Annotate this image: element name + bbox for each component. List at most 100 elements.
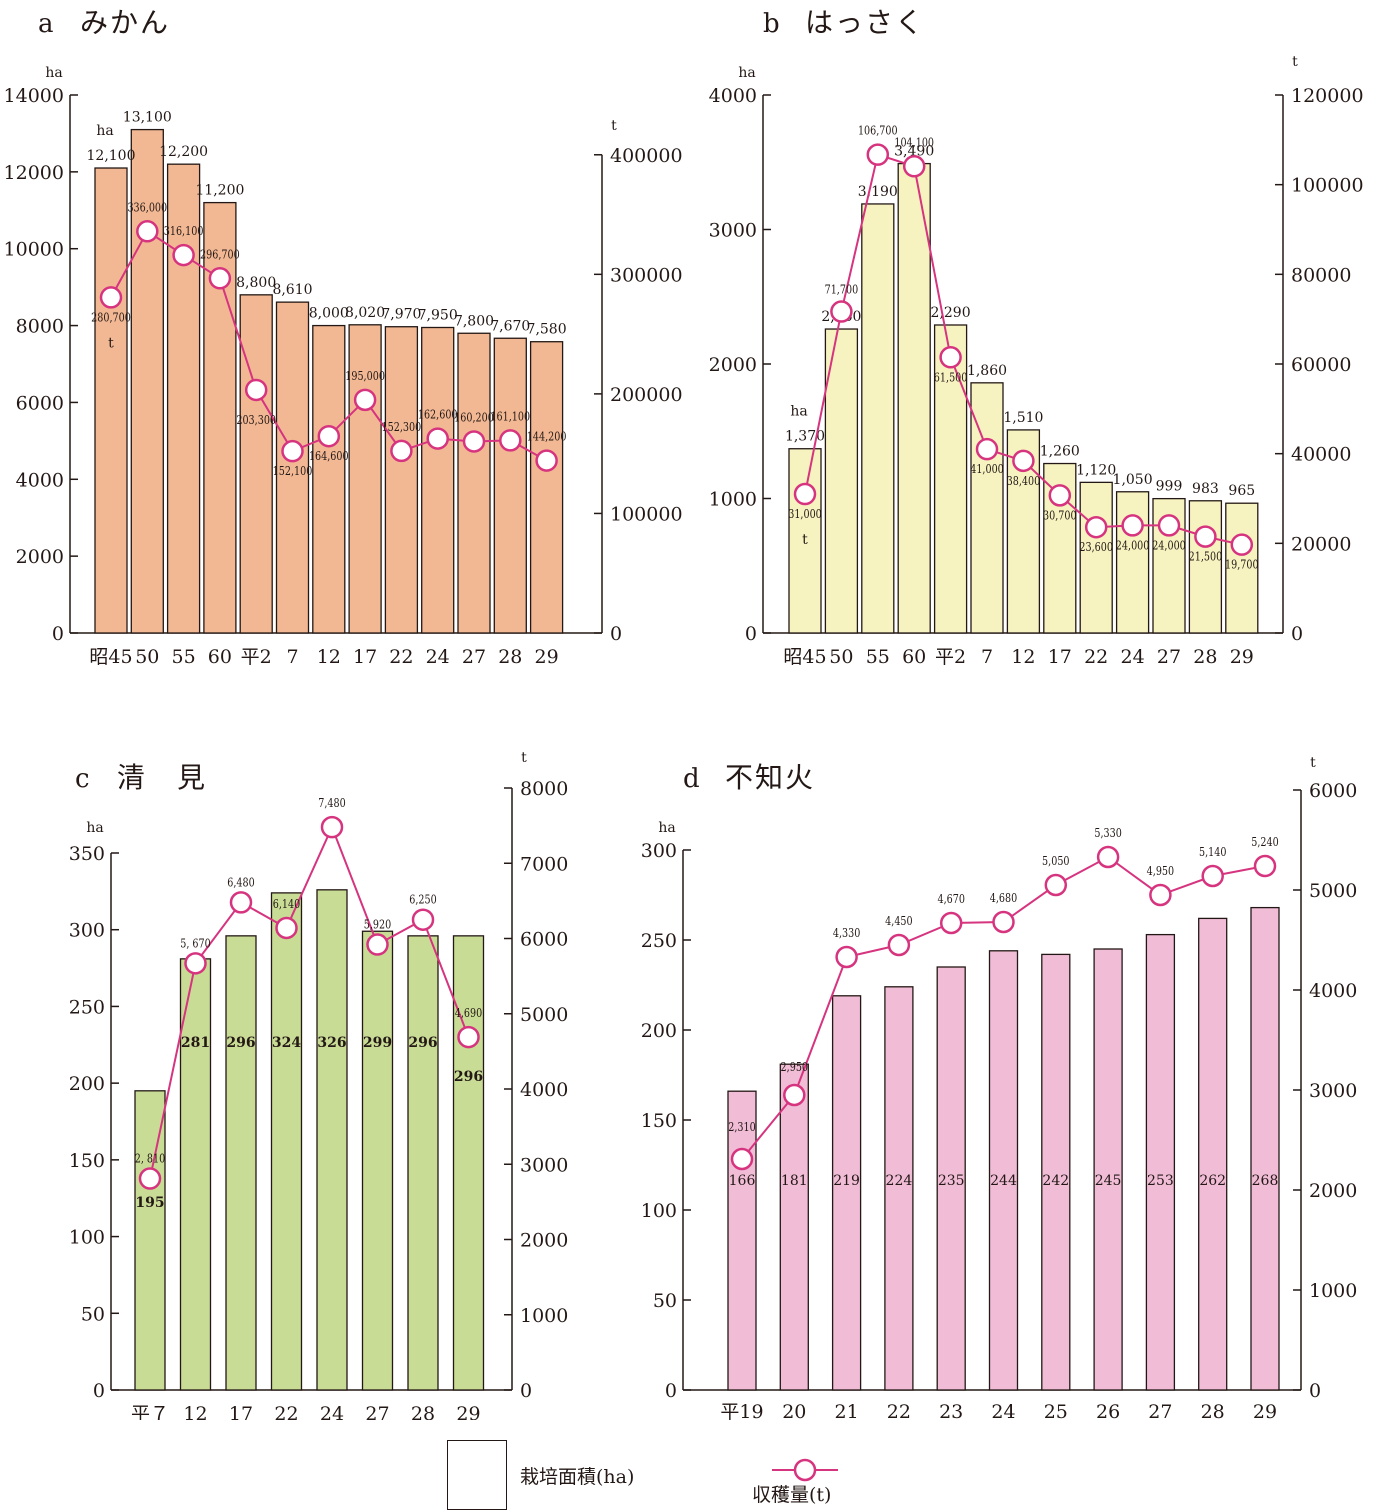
chart-c-category-label: 28	[411, 1403, 435, 1420]
chart-a-yield-value-label: 280,700	[91, 310, 131, 324]
chart-d-left-tick-label: 300	[641, 840, 677, 862]
chart-b-yield-value-label: 30,700	[1043, 508, 1077, 522]
chart-c-right-unit: t	[521, 750, 527, 766]
chart-b-yield-value-label: 21,500	[1189, 550, 1223, 564]
chart-d-category-label: 24	[991, 1401, 1015, 1420]
chart-a-yield-point	[136, 220, 159, 243]
chart-a-category-label: 55	[172, 646, 196, 668]
chart-c-category-label: 22	[274, 1403, 298, 1420]
chart-a-yield-value-label: 144,200	[527, 430, 567, 444]
chart-c-yield-point	[138, 1167, 162, 1190]
chart-c-bar-value-label: 326	[317, 1035, 346, 1051]
chart-b-yield-point	[1194, 525, 1217, 548]
chart-d-yield-value-label: 5,140	[1199, 845, 1227, 859]
charts-canvas: a みかんhat020004000600080001000012000140000…	[4, 6, 1364, 1420]
chart-b-yield-value-label: 38,400	[1007, 474, 1041, 488]
chart-a-yield-value-label: 152,100	[273, 464, 313, 478]
chart-a-bar	[203, 201, 237, 634]
chart-c-yield-point	[411, 908, 435, 931]
chart-a-yield-point	[244, 378, 268, 402]
chart-d-bar-value-label: 253	[1147, 1173, 1174, 1189]
chart-b-category-label: 17	[1048, 646, 1072, 668]
chart-b-yield-value-label: 19,700	[1225, 558, 1259, 572]
chart-d-right-tick-label: 2000	[1309, 1180, 1357, 1202]
chart-b-yield-point	[793, 482, 817, 506]
chart-c-yield-point	[366, 933, 389, 956]
chart-d-letter: d	[683, 764, 700, 794]
chart-a-bar-value-label: 8,020	[345, 305, 385, 321]
chart-c-right-tick-label: 2000	[520, 1230, 568, 1252]
chart-a-yield-point	[99, 286, 123, 309]
chart-a-yield-point	[426, 427, 449, 450]
chart-b-right-tick-label: 0	[1291, 623, 1303, 645]
chart-a-right-unit: t	[611, 118, 617, 134]
chart-a-category-label: 29	[535, 646, 559, 668]
chart-c-letter: c	[75, 764, 90, 794]
chart-d-title: 不知火	[725, 761, 815, 794]
chart-a-bar-value-label: 8,800	[236, 275, 276, 291]
chart-b-left-tick-label: 1000	[709, 489, 757, 511]
chart-d-category-label: 21	[835, 1401, 859, 1420]
chart-a-left-tick-label: 0	[52, 623, 64, 645]
chart-b-yield-value-label: 24,000	[1152, 538, 1186, 552]
chart-d-bar	[988, 950, 1019, 1391]
chart-a-left-tick-label: 12000	[4, 162, 64, 184]
chart-d-yield-value-label: 4,680	[990, 891, 1018, 905]
chart-c-left-tick-label: 0	[93, 1380, 105, 1402]
chart-b-bar-value-label: 999	[1156, 479, 1183, 495]
chart-a-yield-point	[535, 449, 558, 472]
chart-c-yield-value-label: 7,480	[318, 796, 346, 810]
chart-c-bar-value-label: 296	[454, 1069, 483, 1085]
chart-d-yield-point	[939, 911, 963, 935]
chart-b-bar	[933, 324, 968, 634]
chart-c-left-tick-label: 200	[69, 1073, 105, 1095]
chart-a-left-tick-label: 6000	[16, 392, 64, 414]
chart-b-yield-point	[902, 155, 926, 178]
chart-d-bar-value-label: 262	[1199, 1173, 1226, 1189]
chart-d-category-label: 28	[1201, 1401, 1225, 1420]
chart-c-right-tick-label: 1000	[520, 1305, 568, 1327]
chart-b-bar-value-label: 1,510	[1003, 410, 1043, 426]
chart-d-bar	[936, 966, 966, 1391]
chart-d-category-label: 29	[1253, 1401, 1277, 1420]
chart-a-right-tick-label: 200000	[610, 384, 683, 406]
chart-d-bar-value-label: 268	[1252, 1173, 1279, 1189]
chart-b-category-label: 平2	[935, 646, 966, 668]
chart-a-bar	[275, 301, 310, 634]
chart-a-bar	[348, 324, 382, 634]
chart-b-right-unit: t	[1292, 54, 1298, 70]
chart-a-bar-value-label: 13,100	[123, 110, 172, 126]
chart-a-bar	[166, 163, 201, 634]
chart-d-yield-value-label: 4,950	[1147, 864, 1175, 878]
chart-d-left-tick-label: 0	[665, 1380, 677, 1402]
chart-b-yield-value-label: 24,000	[1116, 538, 1150, 552]
chart-c-category-label: 17	[229, 1403, 253, 1420]
chart-c-right-tick-label: 3000	[520, 1154, 568, 1176]
chart-d-bar	[1198, 917, 1228, 1391]
chart-d-category-label: 25	[1044, 1401, 1068, 1420]
chart-a-category-label: 60	[208, 646, 232, 668]
chart-a-title: みかん	[80, 6, 170, 39]
chart-d-left-tick-label: 200	[641, 1020, 677, 1042]
chart-a-bar-value-label: 7,670	[490, 318, 530, 334]
chart-c-bar	[361, 930, 394, 1391]
chart-a-bar	[384, 326, 419, 634]
chart-a-left-tick-label: 4000	[16, 469, 64, 491]
chart-b-bar-value-label: 965	[1228, 483, 1255, 499]
chart-c-category-label: 24	[320, 1403, 344, 1420]
chart-b-right-tick-label: 20000	[1291, 533, 1351, 555]
chart-c-right-tick-label: 4000	[520, 1079, 568, 1101]
chart-b-right-tick-label: 120000	[1291, 85, 1364, 107]
chart-d-right-tick-label: 5000	[1309, 880, 1357, 902]
chart-b-category-label: 24	[1121, 646, 1145, 668]
chart-d-right-tick-label: 1000	[1309, 1280, 1357, 1302]
chart-c-bar-value-label: 281	[181, 1035, 210, 1051]
chart-d-yield-value-label: 2,950	[781, 1060, 809, 1074]
chart-c-left-tick-label: 100	[69, 1227, 105, 1249]
chart-c-yield-value-label: 2, 810	[135, 1152, 166, 1166]
chart-d-right-unit: t	[1310, 755, 1316, 771]
chart-b-line-unit-note: t	[802, 532, 808, 548]
legend-area-label: 栽培面積(ha)	[520, 1466, 635, 1488]
chart-a-yield-point	[317, 424, 341, 448]
chart-d-yield-point	[1201, 864, 1224, 888]
